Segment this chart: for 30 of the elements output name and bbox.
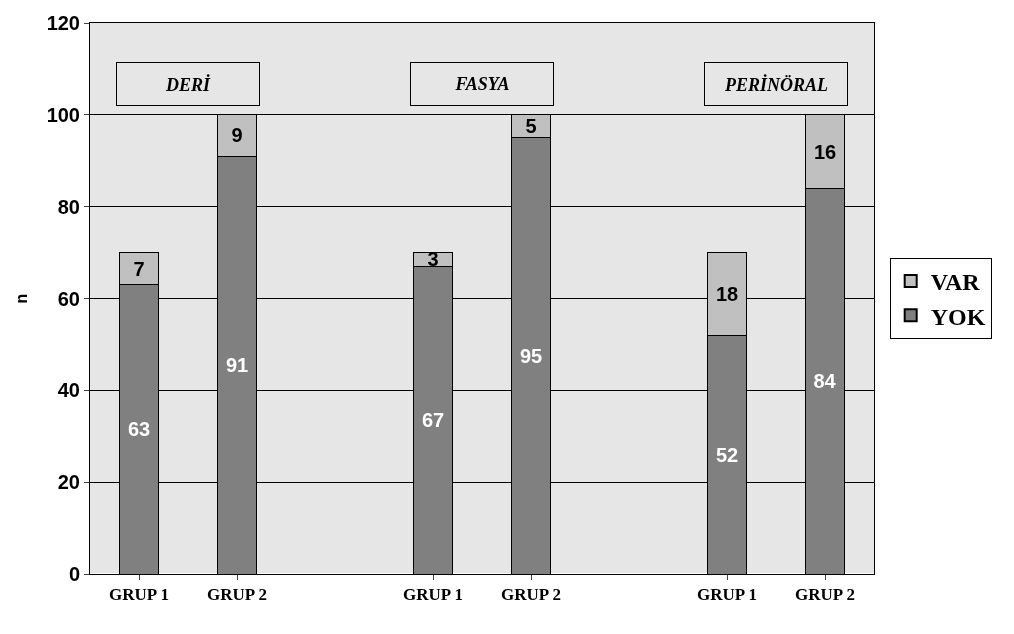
x-tick-label: GRUP 2	[501, 585, 561, 605]
data-label: 95	[519, 344, 543, 367]
annotation: DERİ	[164, 73, 212, 95]
y-tick-label: 60	[57, 287, 80, 310]
annotation: FASYA	[454, 74, 510, 94]
y-tick-label: 120	[46, 12, 80, 34]
annotation: PERİNÖRAL	[723, 73, 829, 95]
y-tick-label: 80	[57, 195, 80, 218]
y-tick-label: 20	[57, 471, 80, 494]
x-tick-label: GRUP 1	[109, 585, 169, 605]
legend-label: YOK	[930, 303, 986, 330]
data-label: 91	[225, 354, 249, 377]
data-label: 7	[133, 257, 145, 280]
x-tick-label: GRUP 1	[697, 585, 757, 605]
data-label: 18	[715, 282, 739, 305]
x-tick-label: GRUP 2	[795, 585, 855, 605]
data-label: 5	[525, 115, 537, 138]
y-tick-label: 0	[68, 563, 80, 585]
data-label: 63	[127, 418, 151, 441]
y-tick-label: 100	[46, 103, 80, 126]
x-tick-label: GRUP 2	[207, 585, 267, 605]
x-tick-label: GRUP 1	[403, 585, 463, 605]
legend-label: VAR	[930, 269, 981, 296]
y-tick-label: 40	[57, 379, 80, 402]
data-label: 9	[231, 124, 243, 147]
data-label: 84	[813, 370, 837, 393]
y-axis-title: n	[12, 293, 30, 304]
data-label: 52	[715, 443, 739, 466]
data-label: 16	[813, 140, 837, 163]
data-label: 67	[421, 409, 445, 432]
